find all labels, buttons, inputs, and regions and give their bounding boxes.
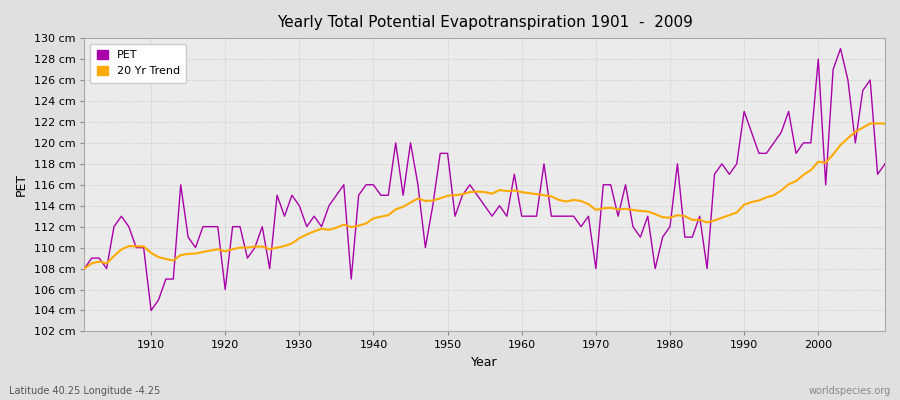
- X-axis label: Year: Year: [472, 356, 498, 369]
- Y-axis label: PET: PET: [15, 173, 28, 196]
- Legend: PET, 20 Yr Trend: PET, 20 Yr Trend: [90, 44, 186, 83]
- Title: Yearly Total Potential Evapotranspiration 1901  -  2009: Yearly Total Potential Evapotranspiratio…: [276, 15, 693, 30]
- Text: worldspecies.org: worldspecies.org: [809, 386, 891, 396]
- Text: Latitude 40.25 Longitude -4.25: Latitude 40.25 Longitude -4.25: [9, 386, 160, 396]
